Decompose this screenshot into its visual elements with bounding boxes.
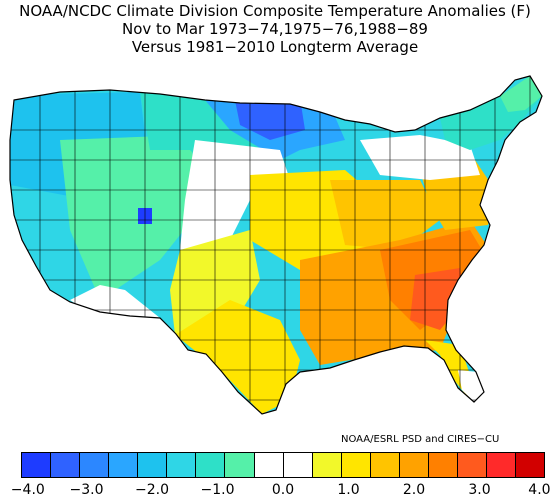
color-scale-cell (399, 453, 429, 477)
color-scale-cell (196, 453, 226, 477)
color-scale-tick-label: 3.0 (468, 482, 491, 498)
region-maine-north (500, 76, 542, 112)
color-scale-cell (225, 453, 255, 477)
division-borders (10, 76, 542, 414)
color-scale-tick-label: −4.0 (10, 482, 45, 498)
color-scale-cell (516, 453, 545, 477)
color-scale-tick-label: 0.0 (271, 482, 295, 498)
data-credit: NOAA/ESRL PSD and CIRES−CU (341, 434, 500, 445)
color-scale-cell (487, 453, 517, 477)
color-scale-cell (341, 453, 371, 477)
color-scale-cell (254, 453, 284, 477)
color-scale-cell (370, 453, 400, 477)
color-scale-ticks: −4.0 −3.0 −2.0 −1.0 0.0 1.0 2.0 3.0 4.0 (0, 482, 550, 500)
region-georgia-hot (410, 268, 465, 330)
color-scale-tick-label: −2.0 (135, 482, 169, 498)
color-scale-cell (428, 453, 458, 477)
color-scale-cell (283, 453, 313, 477)
color-scale-cell (138, 453, 168, 477)
color-scale-tick-label: 1.0 (337, 482, 360, 498)
color-scale-cell (457, 453, 487, 477)
us-anomaly-map (9, 75, 543, 415)
region-texas (175, 300, 300, 414)
color-scale-tick-label: 4.0 (528, 482, 550, 498)
region-great-basin (60, 135, 200, 300)
color-scale-cell (80, 453, 110, 477)
conus-outline (9, 75, 543, 415)
map-subtitle-baseline: Versus 1981−2010 Longterm Average (131, 38, 419, 56)
color-scale-cell (167, 453, 197, 477)
map-subtitle-period: Nov to Mar 1973−74,1975−76,1988−89 (122, 20, 428, 38)
region-ohio-valley (330, 180, 440, 250)
color-scale-cell (51, 453, 81, 477)
color-scale-cell (312, 453, 342, 477)
map-title: NOAA/NCDC Climate Division Composite Tem… (19, 2, 531, 20)
region-minnesota-core (235, 98, 305, 140)
color-scale-tick-label: 2.0 (402, 482, 426, 498)
color-scale-bar (21, 452, 545, 478)
color-scale-cell (22, 453, 52, 477)
color-scale-tick-label: −3.0 (69, 482, 104, 498)
color-scale-tick-label: −1.0 (200, 482, 235, 498)
color-scale-cell (109, 453, 139, 477)
region-central-plains (180, 140, 290, 250)
region-florida-south (458, 370, 484, 402)
